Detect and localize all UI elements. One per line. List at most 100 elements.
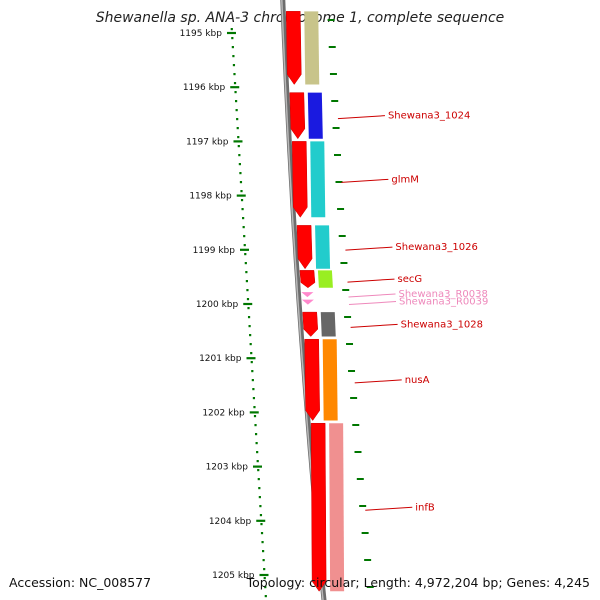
label-leader [348,301,397,306]
tick-label: 1197 kbp [186,137,229,147]
tick-label: 1205 kbp [212,571,255,581]
gene-label: Shewana3_1028 [401,319,483,330]
gene-label: infB [415,502,435,513]
scale-dot [231,37,234,40]
scale-dot [246,298,250,301]
scale-dot [239,172,242,175]
rna-feature [301,292,314,298]
scale-dot [263,577,266,580]
scale-dot [233,73,236,76]
scale-dot [247,316,251,319]
scale-dot [247,307,250,310]
scale-dot [252,388,255,391]
scale-dot [246,289,249,292]
scale-dot [257,469,260,472]
tick-label: 1200 kbp [196,300,239,310]
cds-arrow [299,270,316,289]
scale-dot [260,523,263,526]
scale-dot [251,379,254,382]
tick-label: 1195 kbp [180,29,223,39]
scale-dot [237,136,240,139]
scale-dot [234,91,237,94]
tick-label: 1204 kbp [209,517,252,527]
gene-label: Shewana3_1026 [395,242,477,253]
gene-label: secG [397,274,422,285]
scale-dot [232,64,236,67]
tick-label: 1196 kbp [183,83,226,93]
gene-label: Shewana3_R0038 [398,289,487,300]
scale-dot [233,82,237,85]
scale-dot [232,55,235,58]
scale-dot [231,46,234,49]
scale-dot [254,424,257,427]
tick-label: 1199 kbp [193,246,236,256]
gene-block [315,225,331,269]
scale-dot [255,442,258,445]
scale-dot [252,397,256,400]
scale-dot [249,334,252,337]
gene-block [320,312,336,337]
scale-dot [251,370,254,373]
gene-block [304,11,320,85]
scale-dot [244,262,247,265]
scale-dot [243,244,246,247]
accession-label: Accession: NC_008577 [9,575,152,590]
label-leader [354,379,402,384]
scale-dot [259,514,263,517]
scale-dot [244,253,247,256]
gene-block [307,92,323,139]
tick-label: 1202 kbp [202,408,245,418]
scale-dot [259,505,262,508]
gene-label: nusA [405,375,430,386]
scale-dot [236,127,239,130]
cds-arrow [289,92,306,140]
scale-dot [242,226,245,229]
scale-dot [258,496,261,499]
label-leader [337,115,385,120]
gene-features[interactable] [285,11,345,592]
scale-dot [264,595,267,598]
cds-arrow [302,311,318,337]
label-leader [347,278,395,283]
cds-arrow [285,11,302,85]
gene-label: Shewana3_1024 [388,111,470,122]
label-leader [350,323,398,328]
scale-dot [238,163,241,166]
scale-dot [261,541,264,544]
scale-dot [253,415,257,418]
scale-dot [258,487,261,490]
scale-dot [245,271,248,274]
gene-block [310,141,326,218]
gene-block [329,423,345,592]
scale-dot [236,118,239,121]
cds-arrow [292,141,308,218]
scale-dot [240,190,243,193]
scale-dot [263,568,266,571]
scale-dot [235,109,238,112]
scale-dot [249,343,252,346]
gene-label: glmM [391,174,419,185]
scale-dot [262,550,265,553]
scale-dot [230,28,233,31]
tick-label: 1203 kbp [206,463,249,473]
scale-dot [250,352,253,355]
scale-dot [256,451,259,454]
scale-dot [264,586,267,589]
label-leader [341,178,389,183]
label-leader [345,246,393,251]
label-leader [365,506,413,511]
scale-dot [245,280,248,283]
gene-labels: Shewana3_1024 glmM Shewana3_1026 secG Shewan… [337,111,488,513]
scale-dot [243,235,246,238]
cds-arrow [304,338,320,421]
gene-block [322,339,338,421]
scale-dot [241,208,244,211]
scale-dot [250,361,253,364]
scale-ticks: 1195 kbp 1196 kbp 1197 kbp 1198 kbp 1199 kbp… [180,19,374,598]
scale-dot [248,325,251,328]
scale-dot [262,559,265,562]
scale-dot [256,460,259,463]
tick-label: 1201 kbp [199,354,242,364]
